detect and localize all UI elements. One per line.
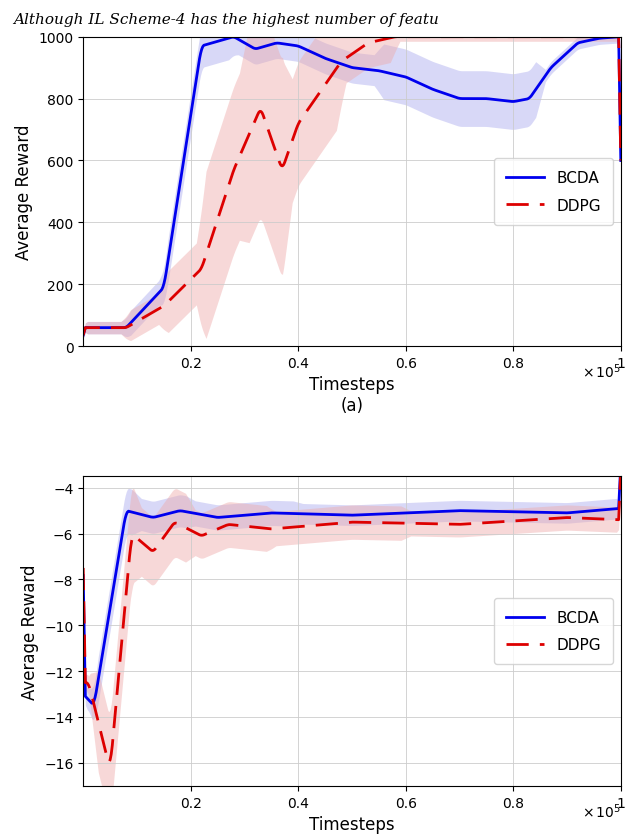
BCDA [336,510,344,520]
Line: DDPG: DDPG [83,471,621,762]
DDPG [605,33,612,43]
BCDA [79,331,87,341]
DDPG [394,33,402,43]
BCDA [520,95,527,105]
Text: $\times\,10^5$: $\times\,10^5$ [582,362,621,381]
DDPG [339,518,347,528]
BCDA [617,156,625,166]
BCDA [615,33,623,43]
Y-axis label: Average Reward: Average Reward [20,563,38,699]
BCDA [401,508,408,518]
DDPG [79,563,87,573]
DDPG [605,515,612,525]
Legend: BCDA, DDPG: BCDA, DDPG [493,159,613,226]
Y-axis label: Average Reward: Average Reward [15,125,33,260]
BCDA [605,505,612,515]
BCDA [79,571,87,581]
Line: DDPG: DDPG [83,38,621,336]
DDPG [79,331,87,341]
Line: BCDA: BCDA [83,38,621,336]
BCDA [399,72,407,82]
Text: $\times\,10^5$: $\times\,10^5$ [582,801,621,820]
BCDA [371,66,378,76]
BCDA [521,507,529,517]
BCDA [338,60,346,70]
DDPG [617,466,625,476]
Text: (a): (a) [340,396,364,415]
DDPG [401,33,408,43]
DDPG [521,516,529,526]
DDPG [371,518,379,528]
DDPG [338,58,346,68]
Text: Although IL Scheme-4 has the highest number of featu: Although IL Scheme-4 has the highest num… [13,13,438,27]
BCDA [339,510,347,520]
DDPG [401,518,408,528]
BCDA [371,510,379,520]
X-axis label: Timesteps: Timesteps [309,376,395,394]
X-axis label: Timesteps: Timesteps [309,815,395,833]
DDPG [335,61,342,71]
DDPG [371,38,378,48]
DDPG [336,518,344,528]
Line: BCDA: BCDA [83,464,621,703]
Legend: BCDA, DDPG: BCDA, DDPG [493,598,613,665]
BCDA [88,698,95,708]
BCDA [604,33,612,43]
BCDA [617,459,625,469]
DDPG [105,757,113,767]
DDPG [521,33,529,43]
BCDA [335,59,342,69]
DDPG [617,156,625,166]
